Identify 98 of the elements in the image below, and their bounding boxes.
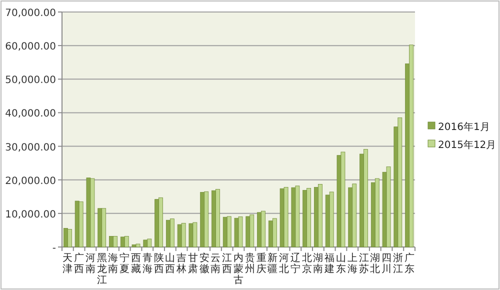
bar <box>295 186 300 248</box>
bar <box>272 218 277 248</box>
bar <box>348 187 353 248</box>
x-tick-label: 湖北 <box>370 252 380 275</box>
bar <box>280 188 284 248</box>
bar <box>364 149 368 248</box>
bar <box>158 197 163 248</box>
bar <box>336 155 342 248</box>
x-tick-label: 云南 <box>210 253 221 275</box>
bar <box>64 228 68 248</box>
x-tick-label: 西藏 <box>131 253 142 275</box>
x-tick-label: 北京 <box>302 252 312 275</box>
x-tick-label: 江苏 <box>358 252 369 275</box>
y-tick-label: - <box>52 243 56 254</box>
bar <box>325 194 330 248</box>
x-tick-label: 陕西 <box>154 252 164 275</box>
x-tick-label: 山西 <box>165 252 176 275</box>
bar <box>74 200 80 248</box>
bar <box>352 184 357 248</box>
x-tick-label: 吉林 <box>176 252 187 275</box>
bar <box>136 244 140 248</box>
bar <box>170 218 174 248</box>
x-tick-label: 河北 <box>279 252 290 275</box>
y-tick-label: 70,000.00 <box>5 8 56 19</box>
legend-label: 2016年1月 <box>438 121 490 133</box>
bar <box>113 236 118 248</box>
x-tick-label: 山东 <box>336 252 346 275</box>
y-tick-label: 10,000.00 <box>5 209 56 220</box>
bar <box>302 190 308 248</box>
bar <box>200 192 205 248</box>
y-tick-label: 60,000.00 <box>5 42 56 53</box>
x-tick-label: 安徽 <box>199 252 210 275</box>
x-tick-label: 上海 <box>347 252 358 275</box>
bar <box>78 201 84 248</box>
x-tick-label: 甘肃 <box>188 252 198 275</box>
bar <box>409 44 414 248</box>
bar <box>257 212 262 248</box>
bar <box>370 182 376 248</box>
bar <box>386 166 391 248</box>
y-tick-label: 40,000.00 <box>5 108 56 120</box>
bar <box>216 189 220 248</box>
bar <box>212 190 216 248</box>
bar <box>238 216 243 248</box>
bar <box>109 236 114 248</box>
bar <box>147 238 152 248</box>
bar <box>340 152 346 248</box>
bar <box>143 240 148 248</box>
bar <box>284 187 288 248</box>
x-tick-label: 辽宁 <box>290 252 300 275</box>
x-tick-label: 浙江 <box>392 252 403 275</box>
x-tick-label: 河南 <box>85 252 96 275</box>
x-tick-label: 贵州 <box>244 252 255 275</box>
bar <box>86 178 91 248</box>
bar <box>314 187 318 248</box>
bar <box>222 216 228 248</box>
bar <box>398 118 402 248</box>
x-tick-label: 海南 <box>108 252 118 275</box>
bar <box>90 178 95 248</box>
bar <box>234 218 239 248</box>
bar <box>261 210 266 248</box>
bar <box>188 223 194 248</box>
y-tick-label: 50,000.00 <box>5 75 56 86</box>
x-tick-label: 青海 <box>142 252 152 275</box>
x-tick-label: 天津 <box>62 253 73 275</box>
bar <box>154 199 159 248</box>
bar <box>291 187 296 248</box>
bar <box>67 229 72 248</box>
bar <box>204 191 209 248</box>
bar <box>166 220 170 248</box>
y-tick-label: 20,000.00 <box>5 176 56 187</box>
bar <box>192 222 198 248</box>
bar <box>226 216 232 248</box>
x-tick-label: 湖南 <box>313 252 324 275</box>
bar <box>306 188 312 248</box>
bar <box>181 222 186 248</box>
x-tick-label: 黑龙江 <box>96 253 107 286</box>
x-tick-label: 广西 <box>74 252 84 275</box>
bar <box>124 236 129 248</box>
bar <box>318 184 322 248</box>
x-tick-label: 宁夏 <box>120 252 130 275</box>
bar <box>250 214 254 248</box>
x-tick-label: 四川 <box>382 253 392 275</box>
x-tick-label: 新疆 <box>268 252 278 275</box>
x-tick-label: 重庆 <box>256 252 266 275</box>
bar <box>329 192 334 248</box>
bar <box>120 236 125 248</box>
bar <box>246 216 250 248</box>
x-tick-label: 福建 <box>324 252 335 275</box>
bar <box>132 244 136 248</box>
bar <box>374 178 380 248</box>
bar <box>102 208 106 248</box>
x-tick-label: 江西 <box>222 252 232 275</box>
x-tick-label: 广东 <box>404 252 414 275</box>
bar <box>98 208 102 248</box>
bar <box>268 220 273 248</box>
y-tick-label: 30,000.00 <box>5 142 56 154</box>
x-tick-label: 内蒙古 <box>234 252 244 286</box>
legend-label: 2015年12月 <box>438 139 496 151</box>
